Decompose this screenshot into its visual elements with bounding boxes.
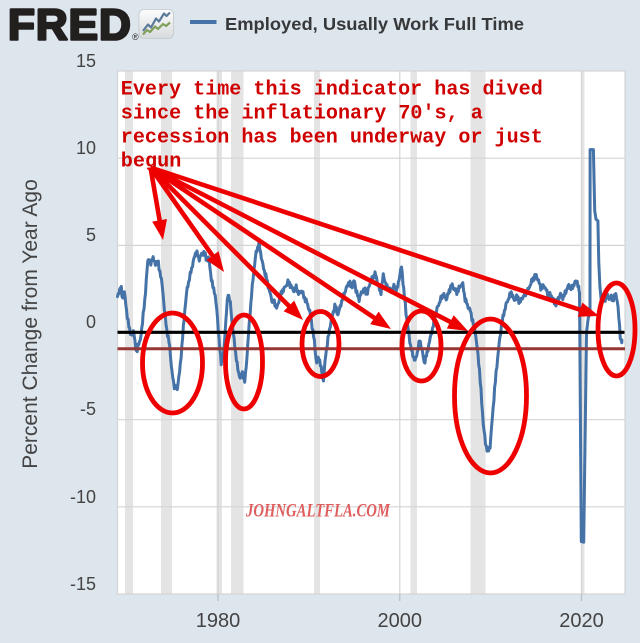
svg-text:5: 5 xyxy=(86,225,96,245)
svg-text:0: 0 xyxy=(86,312,96,332)
svg-text:2020: 2020 xyxy=(559,610,604,632)
svg-text:-5: -5 xyxy=(80,399,96,419)
svg-text:10: 10 xyxy=(76,138,96,158)
svg-text:since the inflationary 70's, a: since the inflationary 70's, a xyxy=(121,103,483,126)
svg-text:2000: 2000 xyxy=(378,610,423,632)
svg-text:Percent Change from Year Ago: Percent Change from Year Ago xyxy=(19,179,42,469)
svg-text:-15: -15 xyxy=(70,574,96,594)
svg-text:Every time this indicator has: Every time this indicator has dived xyxy=(121,79,543,102)
svg-text:JOHNGALTFLA.COM: JOHNGALTFLA.COM xyxy=(245,502,390,522)
svg-text:®: ® xyxy=(132,32,139,42)
svg-text:recession has been underway or: recession has been underway or just xyxy=(121,127,543,150)
svg-text:begun: begun xyxy=(121,151,182,174)
svg-text:15: 15 xyxy=(76,51,96,71)
svg-text:Employed, Usually Work Full Ti: Employed, Usually Work Full Time xyxy=(225,14,524,34)
svg-text:-10: -10 xyxy=(70,487,96,507)
svg-text:FRED: FRED xyxy=(8,1,132,50)
svg-text:1980: 1980 xyxy=(196,610,241,632)
